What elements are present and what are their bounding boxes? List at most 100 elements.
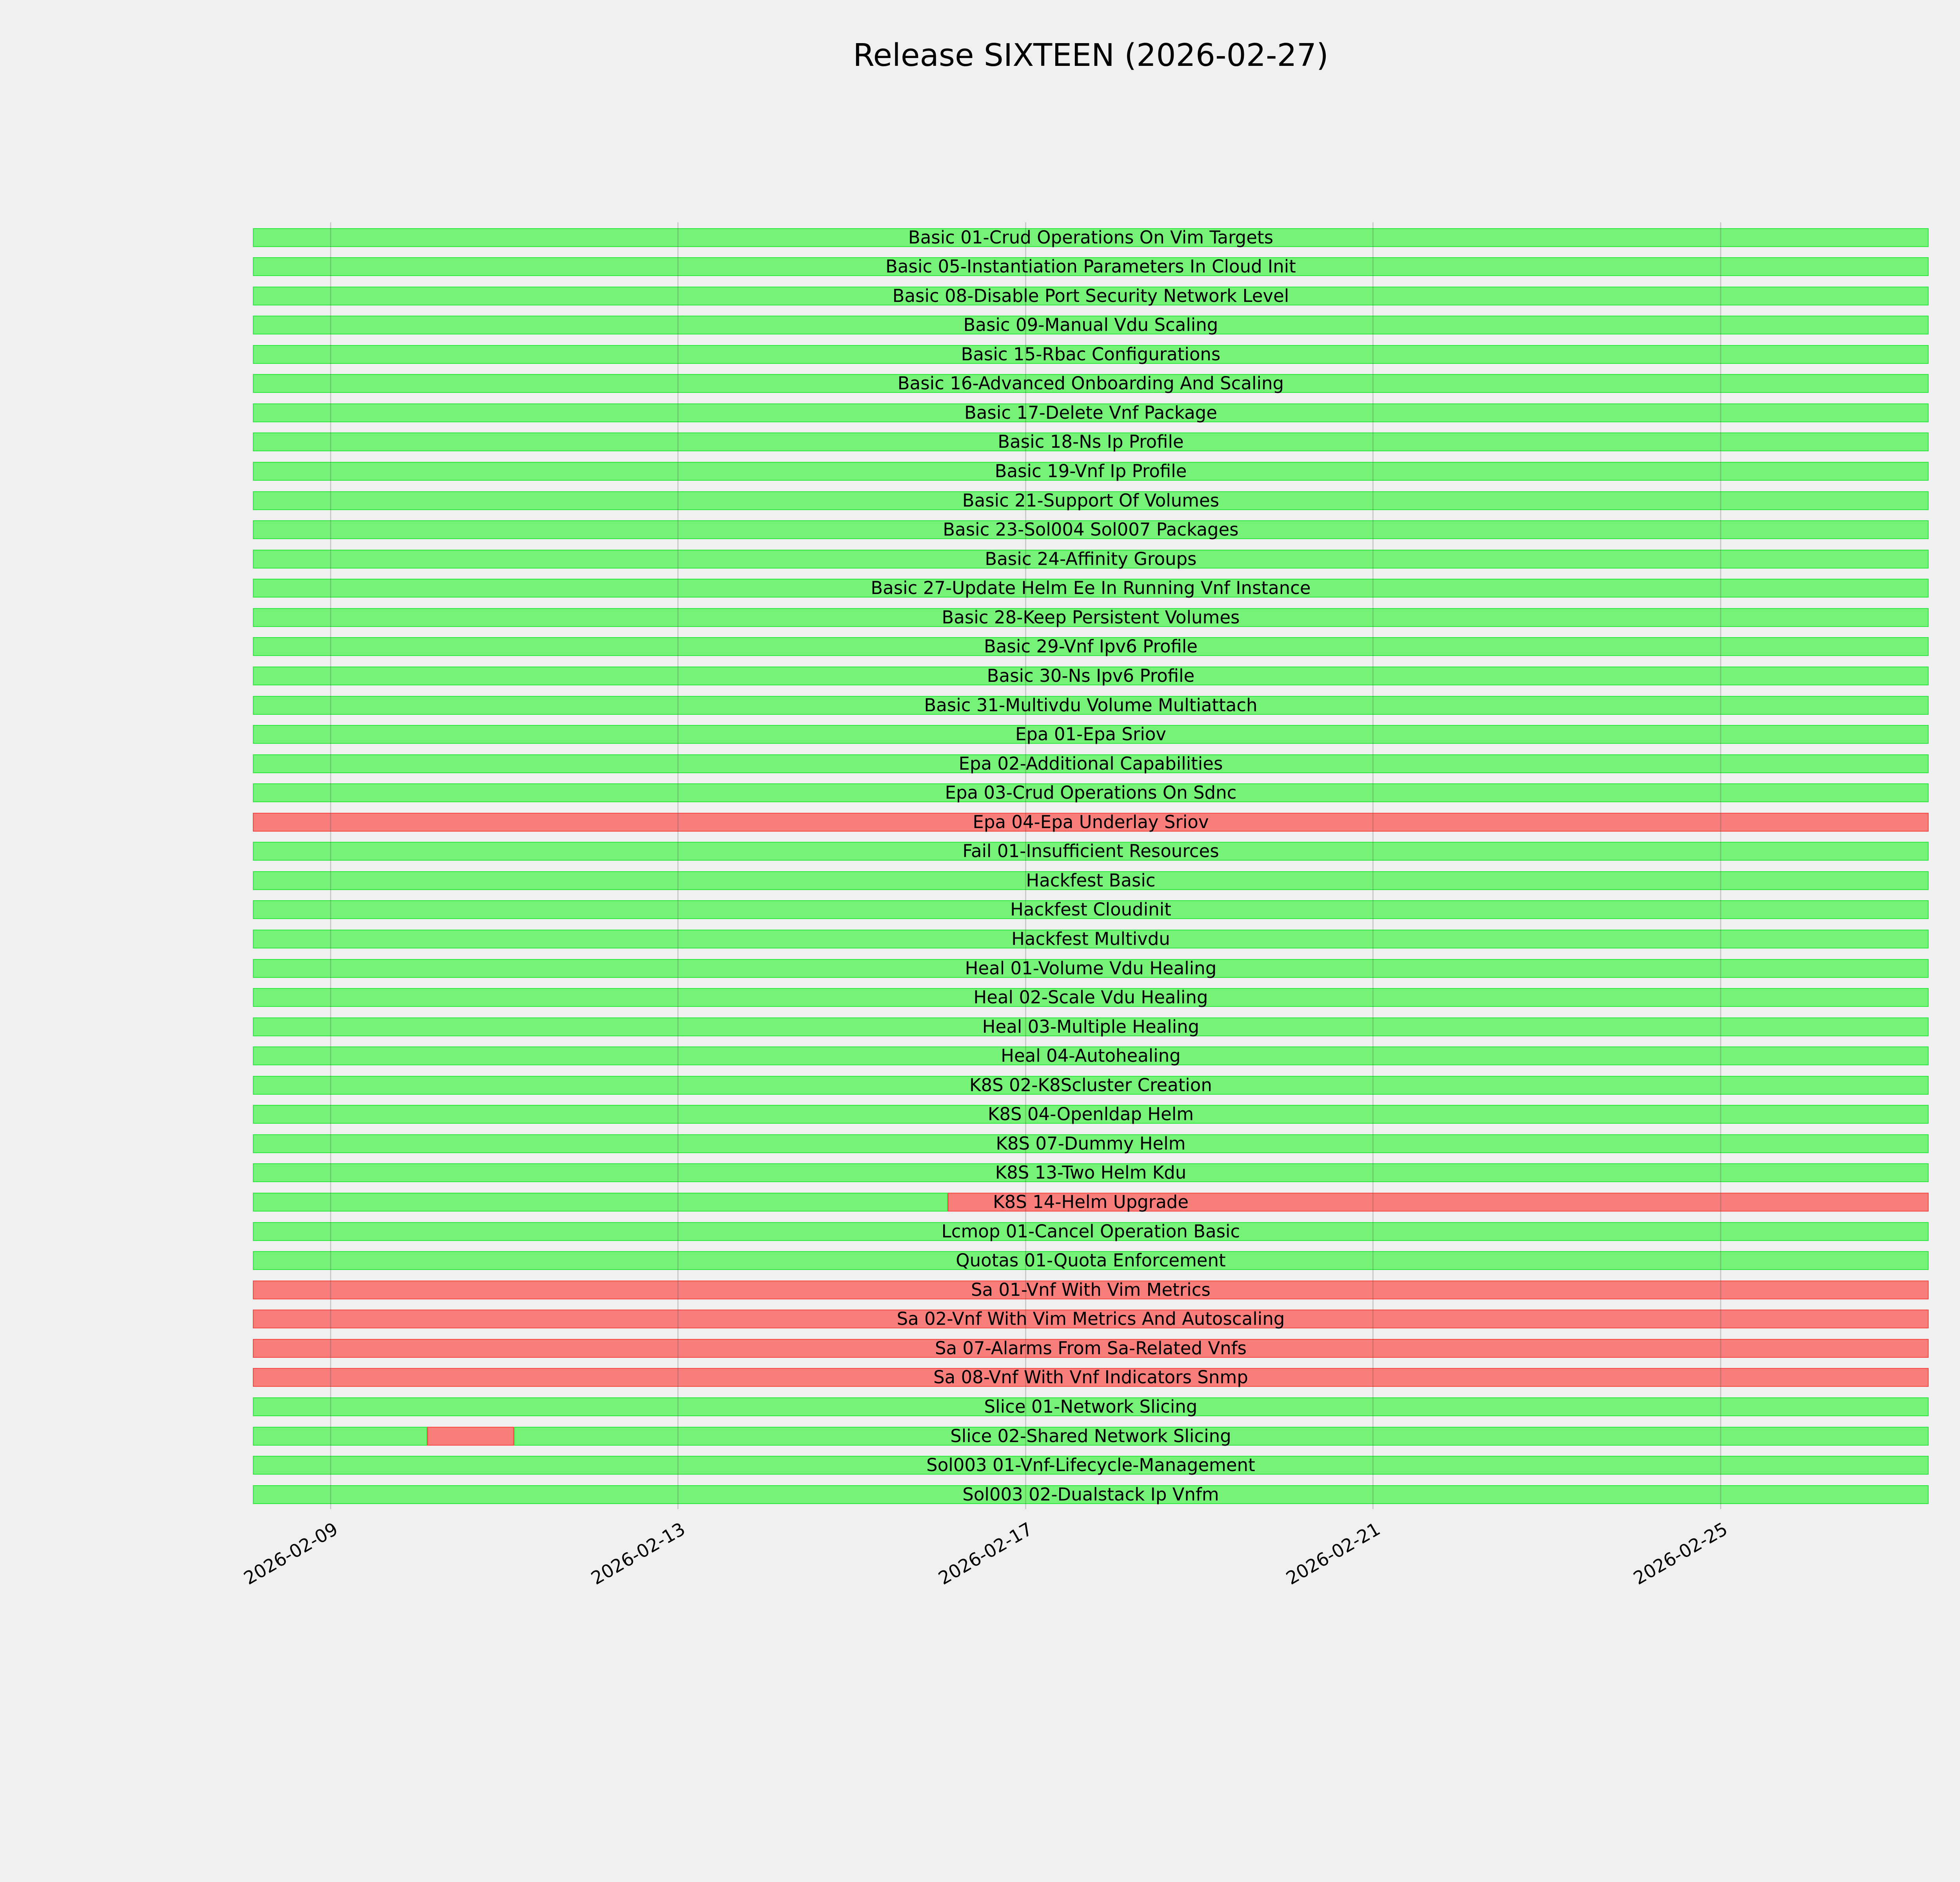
task-label: Basic 01-Crud Operations On Vim Targets xyxy=(908,227,1274,248)
x-tick-label: 2026-02-17 xyxy=(935,1518,1036,1589)
gantt-bar-segment-failed xyxy=(427,1426,514,1446)
x-tick-label: 2026-02-21 xyxy=(1282,1518,1384,1589)
gantt-bar-segment-passed xyxy=(253,432,1929,452)
task-label: K8S 04-Openldap Helm xyxy=(987,1104,1194,1125)
gantt-bar-segment-passed xyxy=(514,1426,1929,1446)
gantt-bar-segment-passed xyxy=(253,1163,1929,1183)
gantt-bar-segment-passed xyxy=(253,725,1929,744)
task-label: Slice 02-Shared Network Slicing xyxy=(950,1425,1231,1446)
x-tick-label: 2026-02-09 xyxy=(240,1518,341,1589)
gantt-bar-segment-passed xyxy=(253,374,1929,393)
gantt-bar-segment-passed xyxy=(253,462,1929,481)
task-label: Lcmop 01-Cancel Operation Basic xyxy=(941,1221,1240,1242)
gantt-bar-segment-passed xyxy=(253,1456,1929,1475)
gantt-bar-segment-passed xyxy=(253,842,1929,861)
task-label: Hackfest Cloudinit xyxy=(1010,899,1171,920)
gantt-bar-segment-failed xyxy=(253,1339,1929,1358)
gantt-bar-segment-passed xyxy=(253,520,1929,540)
gantt-bar-segment-passed xyxy=(253,1426,427,1446)
gantt-bar-segment-passed xyxy=(253,579,1929,598)
task-label: Basic 17-Delete Vnf Package xyxy=(964,402,1218,423)
x-gridline xyxy=(330,222,331,1509)
gantt-bar-segment-passed xyxy=(253,959,1929,978)
gantt-bar-segment-passed xyxy=(253,988,1929,1007)
task-label: Hackfest Multivdu xyxy=(1011,928,1170,949)
task-label: Basic 18-Ns Ip Profile xyxy=(998,431,1184,452)
gantt-bar-segment-passed xyxy=(253,608,1929,627)
gantt-bar-segment-passed xyxy=(253,783,1929,803)
gantt-bar-segment-passed xyxy=(253,345,1929,364)
task-label: Basic 31-Multivdu Volume Multiattach xyxy=(924,694,1258,716)
gantt-bar-segment-passed xyxy=(253,403,1929,422)
gantt-bar-segment-passed xyxy=(253,1105,1929,1124)
gantt-bar-segment-failed xyxy=(253,1368,1929,1387)
gantt-bar-segment-passed xyxy=(253,491,1929,510)
gantt-bar-segment-passed xyxy=(253,1222,1929,1241)
task-label: Quotas 01-Quota Enforcement xyxy=(956,1250,1226,1271)
gantt-bar-segment-failed xyxy=(253,1310,1929,1329)
gantt-bar-segment-passed xyxy=(253,696,1929,715)
task-label: Heal 04-Autohealing xyxy=(1001,1045,1181,1066)
x-tick-label: 2026-02-25 xyxy=(1630,1518,1731,1589)
gantt-bar-segment-failed xyxy=(947,1193,1929,1212)
task-label: Sa 01-Vnf With Vim Metrics xyxy=(971,1279,1210,1300)
gantt-bar-segment-passed xyxy=(253,1075,1929,1095)
task-label: Basic 24-Affinity Groups xyxy=(985,548,1197,569)
gantt-bar-segment-passed xyxy=(253,1251,1929,1270)
task-label: Basic 23-Sol004 Sol007 Packages xyxy=(943,519,1239,540)
gantt-bar-segment-passed xyxy=(253,637,1929,656)
gantt-bar-segment-passed xyxy=(253,228,1929,247)
task-label: Fail 01-Insufficient Resources xyxy=(962,841,1219,862)
task-label: Sol003 01-Vnf-Lifecycle-Management xyxy=(926,1455,1255,1475)
task-label: Sa 07-Alarms From Sa-Related Vnfs xyxy=(935,1337,1247,1359)
gantt-bar-segment-passed xyxy=(253,871,1929,890)
task-label: Epa 03-Crud Operations On Sdnc xyxy=(945,782,1237,803)
task-label: Heal 02-Scale Vdu Healing xyxy=(973,987,1208,1008)
x-gridline xyxy=(1720,222,1721,1509)
x-tick-label: 2026-02-13 xyxy=(587,1518,689,1589)
gantt-bar-segment-passed xyxy=(253,900,1929,919)
gantt-bar-segment-failed xyxy=(253,1280,1929,1299)
task-label: Epa 01-Epa Sriov xyxy=(1015,724,1166,745)
gantt-bar-segment-passed xyxy=(253,666,1929,685)
gantt-bar-segment-failed xyxy=(253,812,1929,832)
task-label: Basic 28-Keep Persistent Volumes xyxy=(942,607,1240,628)
gantt-bar-segment-passed xyxy=(253,1397,1929,1416)
task-label: Slice 01-Network Slicing xyxy=(984,1396,1198,1417)
gantt-bar-segment-passed xyxy=(253,1046,1929,1066)
task-label: Basic 05-Instantiation Parameters In Clo… xyxy=(886,256,1296,277)
task-label: Basic 29-Vnf Ipv6 Profile xyxy=(984,636,1198,657)
task-label: Basic 21-Support Of Volumes xyxy=(962,490,1220,511)
task-label: Basic 19-Vnf Ip Profile xyxy=(995,461,1187,481)
task-label: Heal 03-Multiple Healing xyxy=(982,1016,1200,1037)
gantt-bar-segment-passed xyxy=(253,549,1929,569)
task-label: Basic 27-Update Helm Ee In Running Vnf I… xyxy=(871,578,1311,599)
task-label: Basic 15-Rbac Configurations xyxy=(961,343,1221,365)
task-label: K8S 02-K8Scluster Creation xyxy=(969,1074,1212,1095)
task-label: Epa 02-Additional Capabilities xyxy=(958,753,1223,774)
task-label: Basic 16-Advanced Onboarding And Scaling xyxy=(897,373,1284,394)
task-label: Sa 02-Vnf With Vim Metrics And Autoscali… xyxy=(897,1308,1285,1330)
gantt-bar-segment-passed xyxy=(253,316,1929,335)
gantt-bar-segment-passed xyxy=(253,1017,1929,1036)
x-gridline xyxy=(1372,222,1374,1509)
gantt-bar-segment-passed xyxy=(253,1193,948,1212)
task-label: Hackfest Basic xyxy=(1026,870,1156,891)
task-label: Basic 09-Manual Vdu Scaling xyxy=(963,314,1218,336)
gantt-bar-segment-passed xyxy=(253,1485,1929,1504)
gantt-bar-segment-passed xyxy=(253,1134,1929,1153)
task-label: Sol003 02-Dualstack Ip Vnfm xyxy=(962,1484,1219,1505)
task-label: Sa 08-Vnf With Vnf Indicators Snmp xyxy=(933,1367,1248,1388)
task-label: K8S 14-Helm Upgrade xyxy=(993,1192,1189,1212)
gantt-bar-segment-passed xyxy=(253,286,1929,305)
task-label: Epa 04-Epa Underlay Sriov xyxy=(973,811,1209,832)
task-label: Basic 08-Disable Port Security Network L… xyxy=(892,285,1289,306)
chart-title: Release SIXTEEN (2026-02-27) xyxy=(853,37,1328,73)
x-gridline xyxy=(677,222,679,1509)
gantt-bar-segment-passed xyxy=(253,929,1929,948)
task-label: Basic 30-Ns Ipv6 Profile xyxy=(987,665,1195,686)
task-label: K8S 13-Two Helm Kdu xyxy=(995,1162,1187,1183)
gantt-bar-segment-passed xyxy=(253,257,1929,276)
